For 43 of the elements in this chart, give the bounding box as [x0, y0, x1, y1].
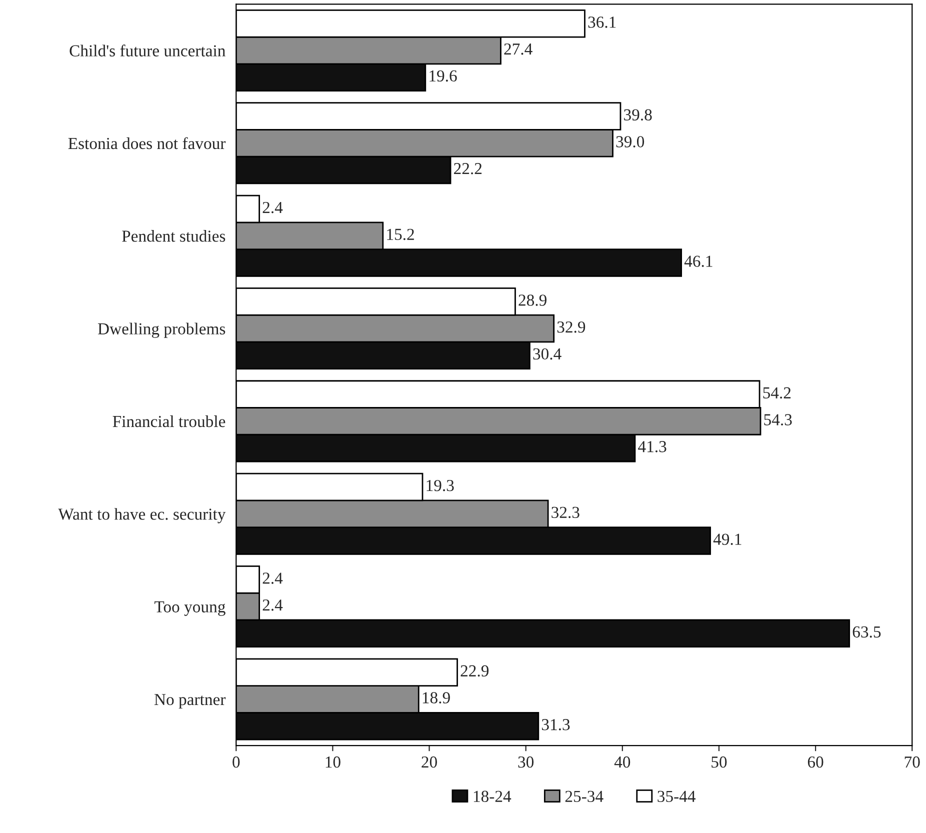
data-label: 2.4: [262, 600, 283, 611]
data-label: 63.5: [852, 626, 881, 638]
data-label: 41.3: [638, 441, 666, 452]
y-tick-label: Want to have ec. security: [58, 508, 226, 524]
x-tick-label: 40: [614, 756, 630, 768]
y-tick-label: Financial trouble: [112, 415, 226, 428]
data-label: 22.2: [454, 163, 482, 174]
data-label: 46.1: [684, 256, 712, 267]
data-label: 32.3: [552, 506, 580, 518]
data-label: 22.9: [460, 665, 489, 677]
x-tick-label: 70: [904, 756, 920, 768]
data-label: 54.3: [764, 414, 792, 426]
data-label: 28.9: [518, 294, 546, 306]
x-tick-label: 60: [808, 756, 824, 768]
data-label: 27.4: [504, 43, 532, 55]
legend-label: 18-24: [474, 790, 512, 802]
y-tick-label: Too young: [154, 601, 226, 616]
data-label: 19.3: [426, 480, 454, 492]
data-label: 18.9: [422, 692, 450, 704]
data-label: 15.2: [387, 228, 414, 240]
x-tick-label: 0: [232, 756, 240, 768]
data-label: 2.4: [262, 572, 283, 584]
data-label: 39.8: [624, 109, 652, 121]
data-label: 2.4: [262, 202, 283, 214]
y-tick-label: Pendent studies: [122, 230, 226, 242]
data-label: 19.6: [430, 70, 457, 82]
x-tick-label: 30: [518, 756, 534, 768]
x-tick-label: 10: [326, 756, 340, 768]
data-label: 54.2: [763, 387, 791, 399]
x-tick-label: 50: [712, 756, 727, 768]
legend-label: 25-34: [565, 790, 604, 802]
data-label: 39.0: [616, 136, 644, 148]
data-label: 30.4: [533, 348, 562, 360]
data-label: 36.1: [588, 16, 616, 28]
data-label: 49.1: [713, 534, 742, 545]
data-label: 32.9: [557, 321, 586, 333]
y-tick-label: Dwelling problems: [98, 322, 226, 338]
y-tick-label: No partner: [154, 694, 226, 709]
x-tick-label: 20: [422, 756, 437, 768]
y-tick-label: Estonia does not favour: [68, 137, 226, 150]
y-tick-label: Child's future uncertain: [70, 44, 226, 56]
legend-label: 35-44: [658, 790, 696, 802]
data-label: 31.3: [542, 719, 570, 730]
